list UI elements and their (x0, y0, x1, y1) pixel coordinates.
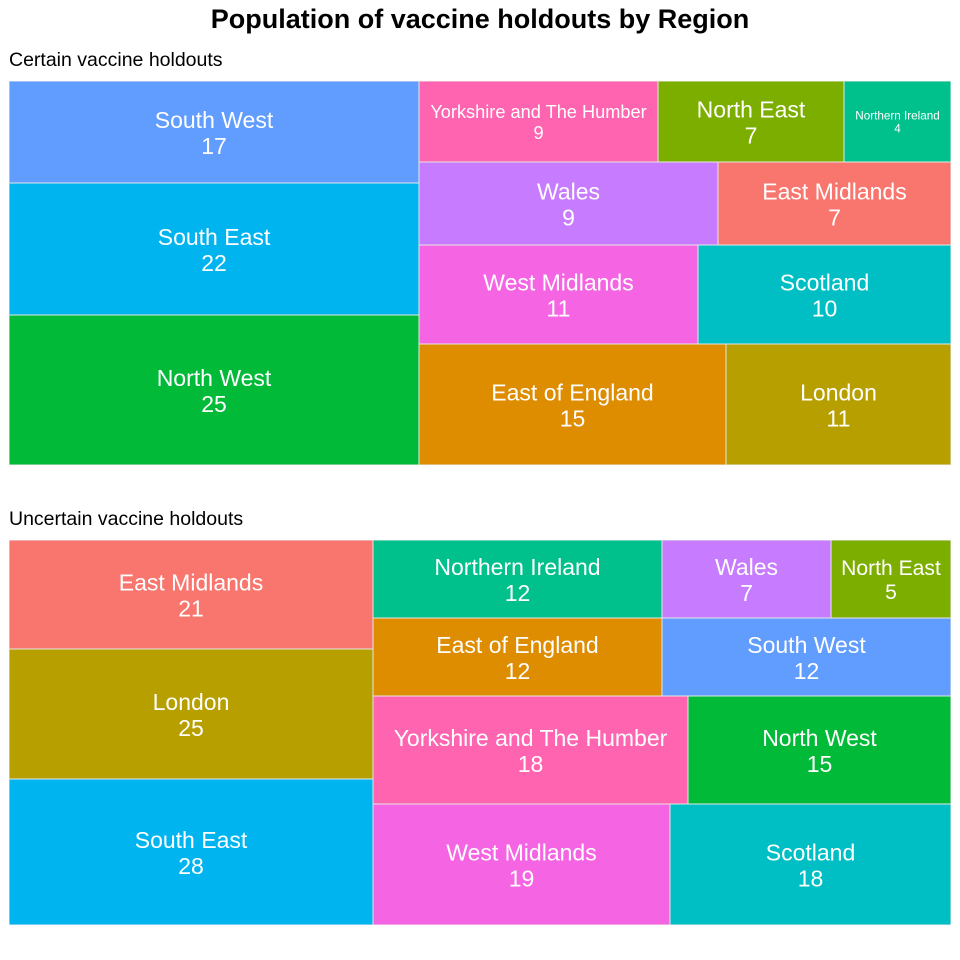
tile-value-north-west: 25 (201, 391, 227, 417)
tile-rect-london (725, 343, 951, 465)
tile-rect-north-west (9, 314, 420, 465)
tile-label-south-east: South East (158, 224, 271, 250)
tile-rect-london (9, 648, 374, 780)
tile-label-scotland: Scotland (766, 839, 856, 865)
tile-label-south-west: South West (747, 632, 866, 658)
tile-rect-yorkshire-and-the-humber (372, 695, 689, 805)
tile-rect-scotland (669, 803, 951, 925)
tile-value-london: 25 (178, 715, 204, 741)
panel-title-uncertain: Uncertain vaccine holdouts (9, 508, 244, 530)
tile-value-south-east: 22 (201, 250, 227, 276)
tile-value-wales: 9 (562, 204, 575, 230)
tile-rect-yorkshire-and-the-humber (418, 81, 659, 163)
tile-value-northern-ireland: 12 (505, 580, 531, 606)
tile-label-wales: Wales (715, 554, 778, 580)
tile-rect-south-west (9, 81, 420, 184)
tile-value-scotland: 10 (812, 295, 838, 321)
tile-label-north-west: North West (157, 365, 272, 391)
tile-rect-wales (661, 540, 832, 619)
tile-value-west-midlands: 11 (547, 295, 571, 321)
tile-label-south-east: South East (135, 827, 248, 853)
tile-value-north-east: 5 (885, 581, 897, 604)
chart-title: Population of vaccine holdouts by Region (210, 4, 750, 34)
tile-value-yorkshire-and-the-humber: 9 (533, 123, 543, 143)
tile-rect-south-east (9, 182, 420, 316)
tile-label-scotland: Scotland (780, 269, 870, 295)
tile-value-south-west: 12 (794, 658, 820, 684)
tile-label-yorkshire-and-the-humber: Yorkshire and The Humber (394, 725, 668, 751)
tile-rect-west-midlands (418, 244, 699, 345)
tile-value-west-midlands: 19 (509, 865, 535, 891)
tile-label-london: London (153, 689, 230, 715)
tile-value-east-midlands: 7 (828, 204, 841, 230)
tile-rect-east-of-england (418, 343, 727, 465)
tile-value-wales: 7 (740, 580, 753, 606)
tile-label-west-midlands: West Midlands (483, 269, 633, 295)
tile-rect-northern-ireland (372, 540, 663, 619)
tile-value-east-midlands: 21 (178, 595, 204, 621)
tile-label-yorkshire-and-the-humber: Yorkshire and The Humber (430, 102, 646, 122)
tile-rect-scotland (697, 244, 951, 345)
tile-rect-south-east (9, 778, 374, 925)
tile-label-east-midlands: East Midlands (119, 569, 263, 595)
tile-label-north-east: North East (697, 96, 806, 122)
tile-value-northern-ireland: 4 (894, 123, 901, 136)
tile-value-south-west: 17 (201, 133, 227, 159)
tile-label-north-east: North East (841, 557, 941, 580)
tile-value-north-west: 15 (807, 751, 833, 777)
tile-rect-south-west (661, 617, 951, 697)
tile-label-north-west: North West (762, 725, 877, 751)
tile-label-northern-ireland: Northern Ireland (855, 109, 939, 122)
tile-value-scotland: 18 (798, 865, 824, 891)
tile-label-wales: Wales (537, 178, 600, 204)
tile-label-london: London (800, 379, 877, 405)
tile-label-west-midlands: West Midlands (446, 839, 596, 865)
tile-value-east-of-england: 15 (560, 405, 586, 431)
tile-rect-north-west (687, 695, 951, 805)
tile-rect-east-midlands (717, 161, 951, 246)
tile-value-east-of-england: 12 (505, 658, 531, 684)
tile-value-london: 11 (827, 405, 851, 431)
tile-label-east-of-england: East of England (491, 379, 653, 405)
tile-rect-west-midlands (372, 803, 671, 925)
tile-label-east-of-england: East of England (436, 632, 598, 658)
tile-rect-north-east (657, 81, 845, 163)
tile-label-east-midlands: East Midlands (762, 178, 906, 204)
tile-rect-wales (418, 161, 719, 246)
tile-value-south-east: 28 (178, 853, 204, 879)
panel-title-certain: Certain vaccine holdouts (9, 49, 223, 71)
tile-label-south-west: South West (155, 107, 274, 133)
tile-value-north-east: 7 (745, 122, 758, 148)
tile-value-yorkshire-and-the-humber: 18 (518, 751, 544, 777)
tile-label-northern-ireland: Northern Ireland (434, 554, 600, 580)
